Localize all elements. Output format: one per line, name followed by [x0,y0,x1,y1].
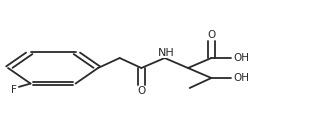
Text: F: F [11,85,17,95]
Text: O: O [207,30,215,40]
Text: NH: NH [158,48,175,58]
Text: O: O [137,86,145,96]
Text: OH: OH [233,53,249,63]
Text: OH: OH [233,73,249,83]
